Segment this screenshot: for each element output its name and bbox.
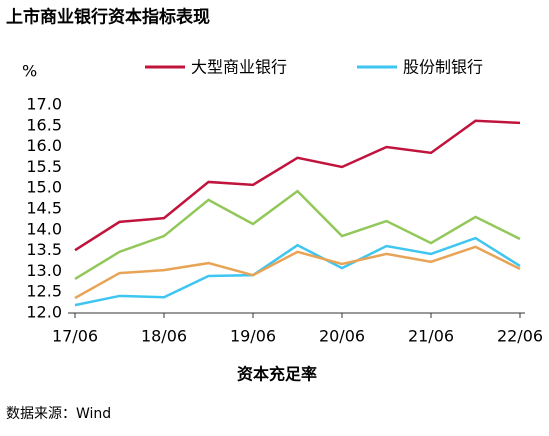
source: 数据来源：Wind — [6, 406, 111, 422]
x-axis-label: 资本充足率 — [237, 365, 317, 384]
y-tick-label: 15.0 — [26, 178, 62, 197]
x-tick-label: 19/06 — [230, 327, 276, 346]
x-tick-label: 20/06 — [319, 327, 365, 346]
y-tick-label: 12.5 — [26, 282, 62, 301]
y-tick-label: 16.0 — [26, 136, 62, 155]
x-tick-label: 22/06 — [497, 327, 543, 346]
series-line — [74, 236, 521, 307]
x-tick-label: 18/06 — [141, 327, 187, 346]
y-tick-label: 14.0 — [26, 219, 62, 238]
chart-title: 上市商业银行资本指标表现 — [6, 7, 210, 28]
legend-label: 股份制银行 — [403, 58, 483, 77]
y-tick-label: 13.0 — [26, 261, 62, 280]
y-unit: % — [22, 62, 37, 81]
series-line — [74, 119, 521, 252]
y-tick-label: 13.5 — [26, 240, 62, 259]
series-line — [74, 189, 521, 280]
legend-label: 大型商业银行 — [191, 58, 287, 77]
y-tick-label: 12.0 — [26, 303, 62, 322]
y-tick-label: 14.5 — [26, 199, 62, 218]
y-tick-label: 17.0 — [26, 95, 62, 114]
series-line — [74, 245, 521, 300]
x-tick-label: 21/06 — [408, 327, 454, 346]
y-tick-label: 16.5 — [26, 115, 62, 134]
y-tick-label: 15.5 — [26, 157, 62, 176]
x-tick-label: 17/06 — [52, 327, 98, 346]
